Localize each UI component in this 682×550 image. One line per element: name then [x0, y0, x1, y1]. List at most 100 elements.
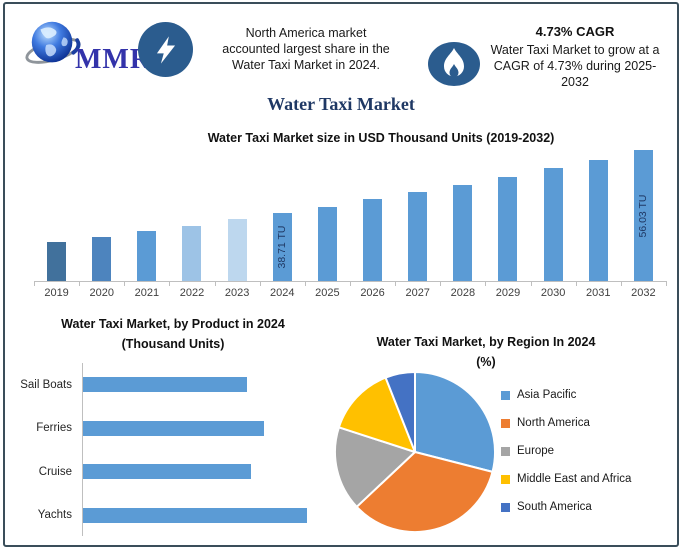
flame-badge — [428, 42, 480, 86]
logo-text: MMR — [75, 44, 152, 75]
bar-2028 — [453, 184, 473, 281]
product-bar-sail-boats — [83, 377, 247, 393]
product-chart-title-line1: Water Taxi Market, by Product in 2024 — [61, 317, 285, 331]
x-axis-label-2030: 2030 — [540, 287, 566, 299]
legend-label: Europe — [517, 445, 555, 457]
bar-value-label-2032: 56.03 TU — [637, 194, 650, 238]
legend-item-north-america: North America — [501, 409, 631, 437]
product-label: Yachts — [37, 509, 72, 522]
cagr-callout: 4.73% CAGR Water Taxi Market to grow at … — [471, 24, 679, 90]
x-axis-tick — [532, 282, 577, 286]
lightning-bolt-icon — [156, 35, 175, 64]
bar-slot-2021 — [124, 136, 169, 281]
legend-label: Asia Pacific — [517, 389, 577, 401]
column-chart-x-axis — [34, 281, 667, 286]
x-axis-tick — [306, 282, 351, 286]
legend-label: South America — [517, 501, 592, 513]
bar-slot-2024: 38.71 TU — [260, 136, 305, 281]
x-axis-tick — [351, 282, 397, 286]
pie-slice-north-america — [355, 451, 494, 534]
bar-2024: 38.71 TU — [272, 213, 292, 281]
product-label: Sail Boats — [20, 378, 72, 391]
x-axis-label-2019: 2019 — [44, 287, 69, 299]
pie-chart-title-line2: (%) — [476, 355, 496, 369]
x-axis-label-2020: 2020 — [89, 287, 114, 299]
bar-2019 — [47, 242, 67, 281]
product-row: Yachts — [5, 494, 335, 538]
x-axis-tick — [577, 282, 622, 286]
column-chart-plot: 38.71 TU 56.03 TU — [34, 136, 666, 281]
legend-marker-icon — [501, 446, 510, 456]
legend-label: Middle East and Africa — [517, 473, 632, 485]
cagr-text: Water Taxi Market to grow at a CAGR of 4… — [490, 43, 660, 89]
column-chart-title: Water Taxi Market size in USD Thousand U… — [207, 131, 555, 145]
pie-legend: Asia Pacific North America Europe Middle Ea… — [501, 381, 631, 521]
page-title: Water Taxi Market — [267, 94, 415, 114]
bar-slot-2029 — [485, 136, 530, 281]
x-axis-tick — [125, 282, 171, 286]
bar-slot-2020 — [79, 136, 124, 281]
x-axis-tick — [80, 282, 126, 286]
bar-slot-2025 — [305, 136, 350, 281]
legend-item-asia-pacific: Asia Pacific — [501, 381, 631, 409]
bar-slot-2032: 56.03 TU — [621, 136, 666, 281]
pie-slice-middle-east-and-africa — [337, 376, 416, 453]
x-axis-label-2026: 2026 — [360, 287, 385, 299]
legend-marker-icon — [501, 474, 510, 484]
x-axis-tick — [216, 282, 261, 286]
bar-2020 — [92, 236, 112, 281]
product-bar-yachts — [83, 507, 307, 523]
x-axis-tick — [170, 282, 216, 286]
x-axis-label-2027: 2027 — [405, 287, 430, 299]
legend-item-south-america: South America — [501, 493, 631, 521]
bar-slot-2031 — [576, 136, 621, 281]
x-axis-label-2029: 2029 — [495, 287, 521, 299]
product-label: Ferries — [36, 422, 72, 435]
x-axis-label-2031: 2031 — [586, 287, 611, 299]
bar-2031 — [588, 159, 608, 281]
x-axis-label-2025: 2025 — [315, 287, 340, 299]
infographic-frame: MMR North America market accounted large… — [3, 2, 679, 547]
x-axis-tick — [261, 282, 306, 286]
pie-slice-asia-pacific — [414, 371, 496, 473]
cagr-heading: 4.73% CAGR — [535, 24, 615, 39]
bar-value-label-2024: 38.71 TU — [276, 225, 289, 269]
product-row: Sail Boats — [5, 363, 335, 407]
legend-marker-icon — [501, 390, 510, 400]
product-bar-cruise — [83, 464, 251, 480]
lightning-badge — [138, 22, 193, 77]
x-axis-tick — [622, 282, 667, 286]
pie-slice-south-america — [384, 371, 416, 453]
bar-2025 — [317, 206, 337, 281]
product-chart-plot: Sail Boats Ferries Cruise Yachts — [5, 363, 335, 537]
legend-item-europe: Europe — [501, 437, 631, 465]
bar-slot-2019 — [34, 136, 79, 281]
legend-label: North America — [517, 417, 590, 429]
x-axis-tick — [441, 282, 487, 286]
pie-chart-title-line1: Water Taxi Market, by Region In 2024 — [376, 335, 596, 349]
product-row: Ferries — [5, 407, 335, 451]
x-axis-tick — [486, 282, 532, 286]
bar-2021 — [137, 231, 157, 281]
x-axis-label-2024: 2024 — [270, 287, 295, 299]
mmr-logo: MMR — [25, 16, 151, 74]
x-axis-label-2032: 2032 — [631, 287, 656, 299]
product-bar-ferries — [83, 420, 264, 436]
bar-slot-2028 — [440, 136, 485, 281]
bar-slot-2022 — [169, 136, 214, 281]
north-america-callout: North America market accounted largest s… — [222, 26, 390, 72]
x-axis-label-2028: 2028 — [450, 287, 476, 299]
column-chart-x-labels: 2019 2020 2021 2022 2023 2024 2025 2026 2027 2028… — [34, 287, 666, 299]
bar-2027 — [408, 192, 428, 281]
bar-2026 — [363, 199, 383, 281]
pie-slice-europe — [334, 426, 416, 508]
x-axis-label-2021: 2021 — [134, 287, 160, 299]
bar-slot-2026 — [350, 136, 395, 281]
x-axis-tick — [35, 282, 81, 286]
legend-marker-icon — [501, 502, 510, 512]
legend-item-middle-east-and-africa: Middle East and Africa — [501, 465, 631, 493]
product-label: Cruise — [38, 465, 72, 478]
bar-slot-2030 — [531, 136, 576, 281]
product-row: Cruise — [5, 450, 335, 494]
bar-2030 — [543, 168, 563, 281]
